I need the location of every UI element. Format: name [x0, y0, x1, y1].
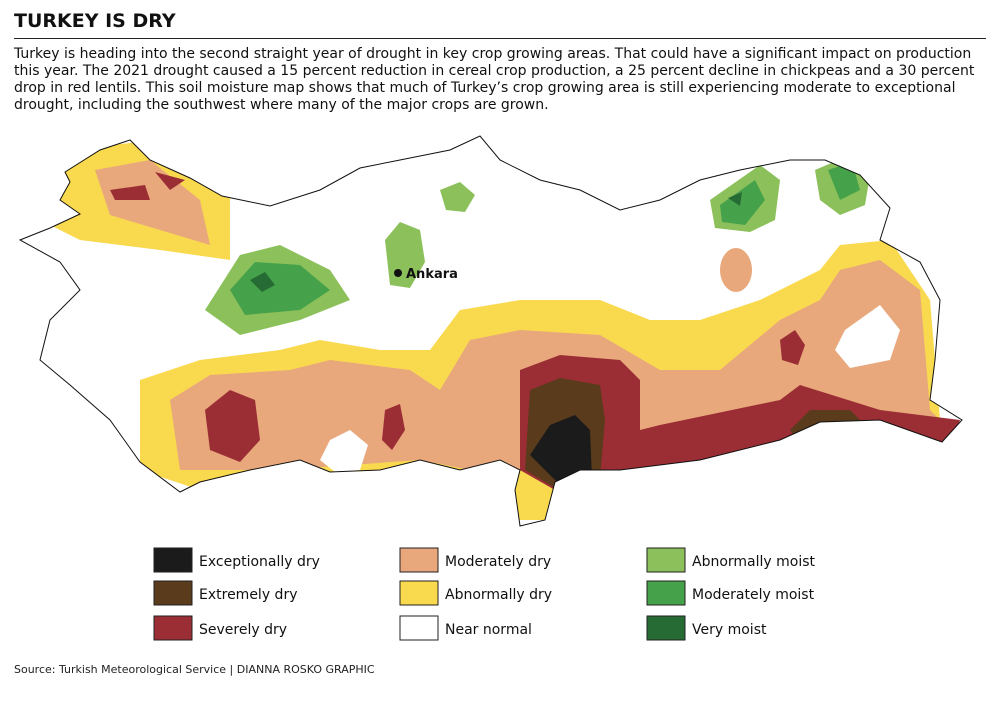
zone [720, 248, 752, 292]
legend-swatch [153, 580, 193, 606]
legend-swatch [646, 547, 686, 573]
city-label: Ankara [406, 267, 458, 282]
source: Source: Turkish Meteorological Service |… [14, 663, 375, 676]
legend-swatch [646, 615, 686, 641]
legend: Exceptionally dry Extremely dry Severely d… [153, 547, 816, 641]
zone [95, 160, 210, 245]
legend-swatch [399, 580, 439, 606]
legend-label: Moderately dry [445, 554, 551, 570]
description: Turkey is heading into the second straig… [14, 46, 975, 113]
legend-swatch [399, 615, 439, 641]
zone [205, 155, 870, 335]
legend-swatch [646, 580, 686, 606]
legend-swatch [399, 547, 439, 573]
zone [530, 415, 592, 485]
city-dot [394, 269, 402, 277]
legend-label: Near normal [445, 622, 532, 638]
legend-label: Abnormally dry [445, 587, 552, 603]
legend-label: Severely dry [199, 622, 287, 638]
legend-label: Moderately moist [692, 587, 815, 603]
rule [14, 38, 986, 39]
legend-swatch [153, 547, 193, 573]
legend-label: Abnormally moist [692, 554, 816, 570]
legend-swatch [153, 615, 193, 641]
zone [110, 172, 185, 200]
title: TURKEY IS DRY [14, 10, 176, 32]
legend-label: Extremely dry [199, 587, 298, 603]
legend-label: Exceptionally dry [199, 554, 320, 570]
zone [230, 162, 860, 315]
legend-label: Very moist [692, 622, 767, 638]
